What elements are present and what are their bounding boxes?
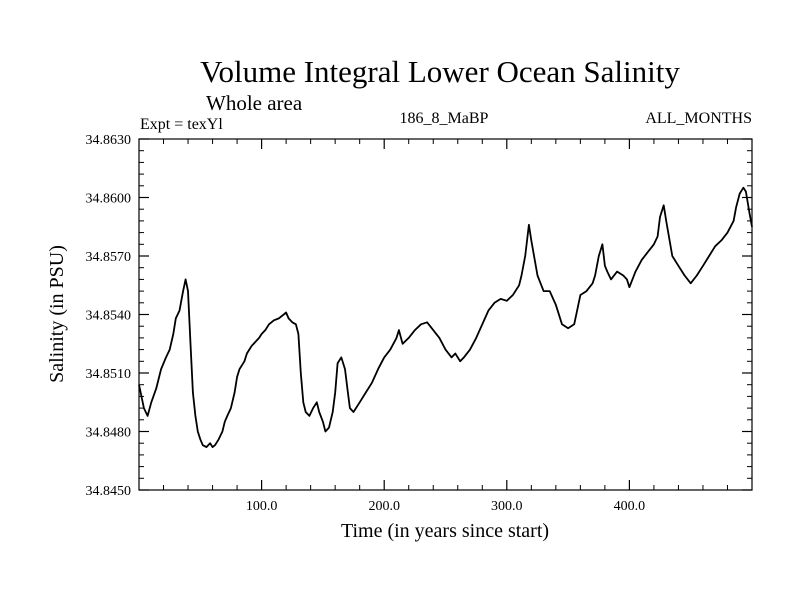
y-tick-label: 34.8510 (86, 367, 132, 382)
chart-subtitle: Whole area (206, 91, 303, 115)
plot-frame (138, 138, 753, 491)
tick-labels: 100.0 200.0 300.0 400.0 34.8450 34.8480 34.851… (86, 133, 646, 514)
y-tick-label: 34.8480 (86, 426, 132, 441)
x-tick-label: 400.0 (614, 499, 646, 514)
y-tick-label: 34.8450 (86, 484, 132, 499)
period-label: 186_8_MaBP (400, 110, 489, 127)
x-tick-label: 100.0 (246, 499, 278, 514)
x-axis-label: Time (in years since start) (341, 520, 549, 542)
experiment-label: Expt = texYl (140, 116, 223, 133)
salinity-series-line (138, 186, 753, 448)
y-axis-label: Salinity (in PSU) (46, 245, 68, 383)
x-tick-label: 200.0 (368, 499, 400, 514)
y-tick-label: 34.8570 (86, 250, 132, 265)
y-tick-label: 34.8600 (86, 192, 132, 207)
x-tick-label: 300.0 (491, 499, 523, 514)
chart-title: Volume Integral Lower Ocean Salinity (200, 54, 680, 89)
y-tick-label: 34.8540 (86, 309, 132, 324)
months-label: ALL_MONTHS (645, 110, 752, 127)
axis-ticks (139, 138, 752, 491)
y-tick-label: 34.8630 (86, 133, 132, 148)
